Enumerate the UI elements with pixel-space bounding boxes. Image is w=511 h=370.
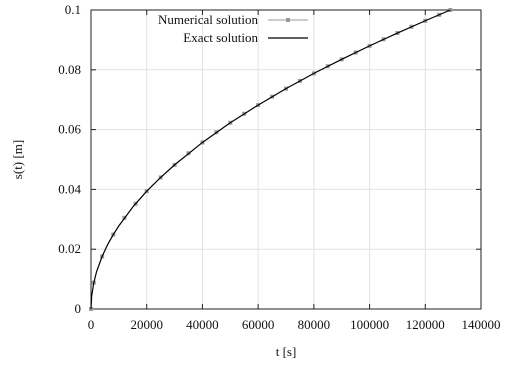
x-tick-label: 120000 bbox=[406, 317, 445, 332]
series-layer bbox=[89, 8, 453, 311]
y-tick-label: 0.08 bbox=[58, 62, 81, 77]
y-tick-label: 0.1 bbox=[65, 2, 81, 17]
y-tick-label: 0.04 bbox=[58, 181, 81, 196]
x-tick-label: 140000 bbox=[462, 317, 501, 332]
x-axis-label: t [s] bbox=[276, 344, 297, 359]
ticks: 0 20000 40000 60000 80000 100000 120000 140000 0… bbox=[58, 2, 500, 332]
legend: Numerical solution Exact solution bbox=[158, 12, 308, 45]
x-tick-label: 40000 bbox=[186, 317, 219, 332]
x-tick-label: 60000 bbox=[242, 317, 275, 332]
legend-marker-numerical bbox=[286, 18, 290, 22]
legend-label-exact: Exact solution bbox=[183, 30, 258, 45]
y-tick-label: 0.06 bbox=[58, 122, 81, 137]
grid bbox=[91, 10, 481, 309]
x-tick-label: 0 bbox=[88, 317, 95, 332]
axes bbox=[90, 9, 482, 310]
legend-label-numerical: Numerical solution bbox=[158, 12, 259, 27]
y-tick-label: 0.02 bbox=[58, 241, 81, 256]
y-axis-label: s(t) [m] bbox=[10, 140, 25, 179]
x-tick-label: 80000 bbox=[298, 317, 331, 332]
x-tick-label: 20000 bbox=[130, 317, 163, 332]
series-line-exact bbox=[90, 9, 451, 310]
plot-frame bbox=[90, 9, 482, 310]
x-tick-label: 100000 bbox=[350, 317, 389, 332]
y-tick-label: 0 bbox=[75, 301, 82, 316]
